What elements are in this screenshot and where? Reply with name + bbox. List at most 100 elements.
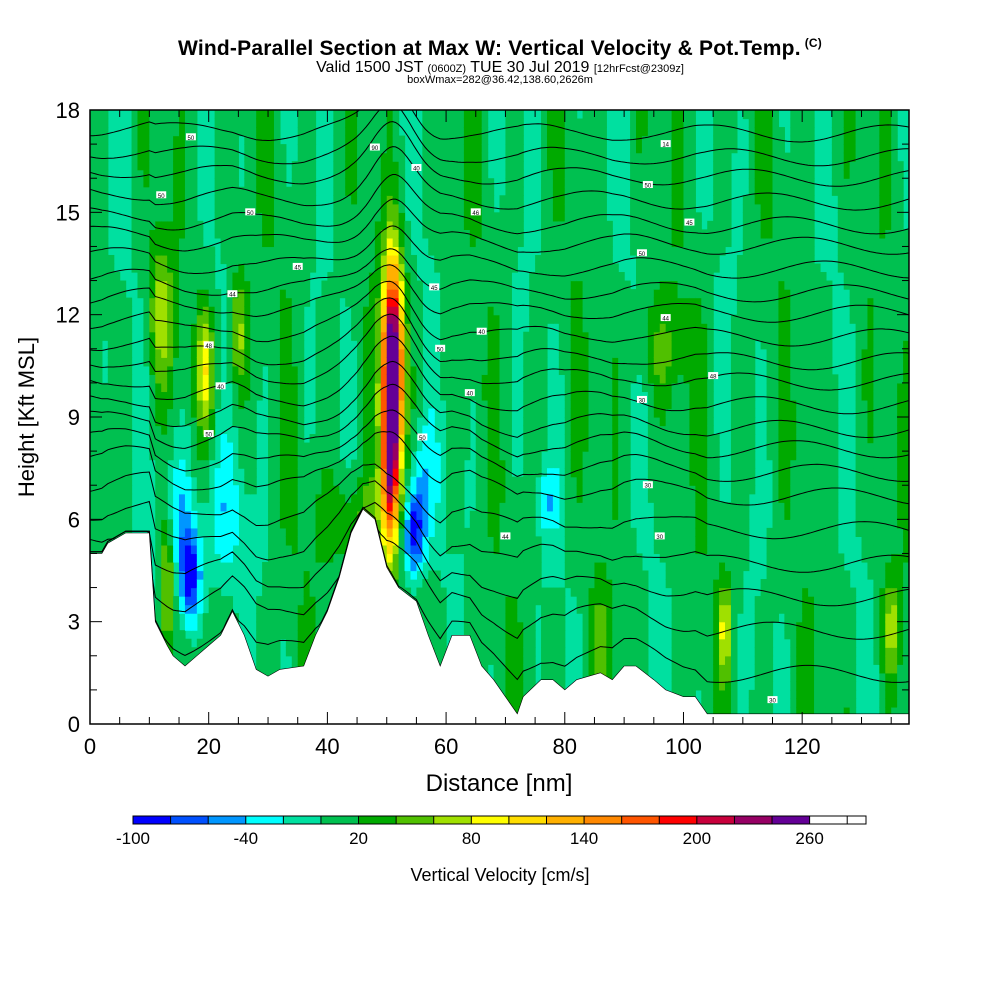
w-cell xyxy=(268,408,275,418)
w-cell xyxy=(434,161,441,171)
w-cell xyxy=(226,519,234,529)
w-cell xyxy=(125,510,133,520)
w-cell xyxy=(529,638,536,648)
w-cell xyxy=(279,442,287,452)
w-cell xyxy=(226,280,234,290)
w-cell xyxy=(487,596,495,606)
w-cell xyxy=(618,297,625,307)
w-cell xyxy=(505,536,512,546)
w-cell xyxy=(404,272,412,282)
w-cell xyxy=(582,553,590,563)
w-cell xyxy=(155,203,162,213)
w-cell xyxy=(582,655,590,665)
w-cell xyxy=(588,212,596,222)
w-cell xyxy=(517,561,524,572)
w-cell xyxy=(90,306,97,316)
w-cell xyxy=(386,127,394,137)
w-cell xyxy=(131,127,139,137)
w-cell xyxy=(374,502,382,512)
w-cell xyxy=(481,536,489,546)
w-cell xyxy=(612,493,619,503)
w-cell xyxy=(279,186,287,196)
w-cell xyxy=(244,229,251,239)
w-cell xyxy=(143,178,150,188)
w-cell xyxy=(368,374,376,384)
w-cell xyxy=(493,263,501,273)
w-cell xyxy=(618,655,625,665)
w-cell xyxy=(529,331,536,341)
w-cell xyxy=(665,510,673,520)
w-cell xyxy=(671,152,679,162)
w-cell xyxy=(291,348,299,358)
w-cell xyxy=(309,596,317,606)
w-cell xyxy=(671,186,679,196)
w-cell xyxy=(173,178,180,188)
w-cell xyxy=(184,579,192,589)
w-cell xyxy=(149,314,156,324)
w-cell xyxy=(214,374,222,384)
w-cell xyxy=(576,527,584,537)
w-cell xyxy=(220,229,228,239)
w-cell xyxy=(250,229,257,239)
w-cell xyxy=(422,544,429,555)
w-cell xyxy=(161,561,168,572)
w-cell xyxy=(244,408,251,418)
w-cell xyxy=(297,561,305,572)
w-cell xyxy=(161,434,168,444)
w-cell xyxy=(594,425,601,435)
w-cell xyxy=(107,519,115,529)
w-cell xyxy=(588,195,596,205)
w-cell xyxy=(101,306,109,316)
w-cell xyxy=(511,561,518,572)
w-cell xyxy=(101,186,109,196)
w-cell xyxy=(143,161,150,171)
w-cell xyxy=(374,408,382,418)
w-cell xyxy=(481,118,489,128)
w-cell xyxy=(167,254,174,265)
w-cell xyxy=(273,399,281,410)
w-cell xyxy=(315,340,323,350)
w-cell xyxy=(469,630,477,640)
w-cell xyxy=(214,110,222,120)
w-cell xyxy=(268,220,275,230)
w-cell xyxy=(149,340,156,350)
w-cell xyxy=(357,323,364,333)
w-cell xyxy=(641,613,649,623)
w-cell xyxy=(677,434,685,444)
w-cell xyxy=(327,485,334,495)
w-cell xyxy=(297,425,305,435)
w-cell xyxy=(606,399,613,410)
w-cell xyxy=(262,323,269,333)
w-cell xyxy=(457,459,465,469)
w-cell xyxy=(511,237,518,248)
w-cell xyxy=(179,195,186,205)
w-cell xyxy=(297,638,305,648)
w-cell xyxy=(386,485,394,495)
w-cell xyxy=(671,451,679,461)
w-cell xyxy=(612,519,619,529)
w-cell xyxy=(321,502,328,512)
w-cell xyxy=(618,280,625,290)
w-cell xyxy=(511,596,518,606)
w-cell xyxy=(624,434,631,444)
w-cell xyxy=(380,476,388,486)
w-cell xyxy=(244,212,251,222)
w-cell xyxy=(594,110,601,120)
w-cell xyxy=(309,169,317,179)
w-cell xyxy=(647,237,655,248)
w-cell xyxy=(161,340,168,350)
w-cell xyxy=(588,374,596,384)
w-cell xyxy=(463,237,471,248)
w-cell xyxy=(558,127,566,137)
w-cell xyxy=(499,289,507,299)
w-cell xyxy=(641,579,649,589)
w-cell xyxy=(196,647,204,657)
w-cell xyxy=(95,382,103,393)
w-cell xyxy=(250,127,257,137)
w-cell xyxy=(333,442,340,452)
w-cell xyxy=(677,152,685,162)
w-cell xyxy=(256,186,263,196)
w-cell xyxy=(475,118,483,128)
w-cell xyxy=(196,579,204,589)
w-cell xyxy=(368,425,376,435)
